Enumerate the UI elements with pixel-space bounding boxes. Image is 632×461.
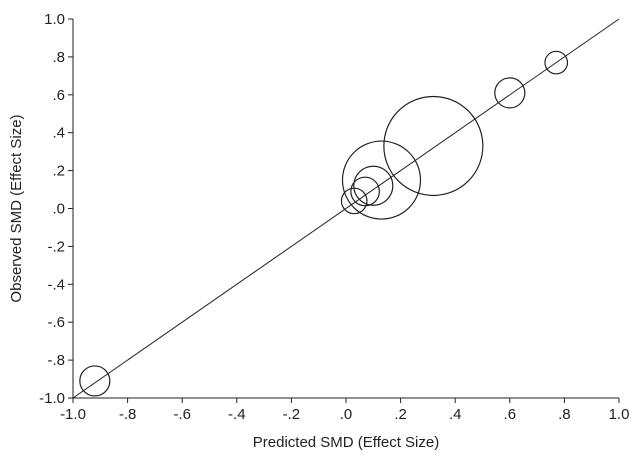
bubble-6 bbox=[494, 77, 526, 109]
y-axis-ticks: 1.0 .8 .6 .4 .2 .0 -.2 -.4 -.6 -.8 -1.0 bbox=[39, 11, 73, 407]
bubble-3 bbox=[353, 165, 394, 206]
x-tick-label-8: .6 bbox=[504, 406, 517, 423]
x-tick-label-4: -.2 bbox=[283, 406, 301, 423]
y-tick-label-8: -.6 bbox=[47, 314, 65, 331]
x-tick-label-7: .4 bbox=[449, 406, 462, 423]
y-tick-label-9: -.8 bbox=[47, 352, 65, 369]
y-tick-label-5: .0 bbox=[52, 201, 65, 218]
y-axis-label: Observed SMD (Effect Size) bbox=[8, 114, 25, 302]
y-tick-label-1: .8 bbox=[52, 49, 65, 66]
x-axis-ticks: -1.0 -.8 -.6 -.4 -.2 .0 .2 .4 .6 .8 1.0 bbox=[60, 398, 629, 423]
y-tick-label-6: -.2 bbox=[47, 238, 65, 255]
x-tick-label-3: -.4 bbox=[228, 406, 246, 423]
bubble-5 bbox=[383, 95, 484, 197]
bubble-4 bbox=[341, 140, 422, 220]
x-tick-label-10: 1.0 bbox=[609, 406, 630, 423]
x-tick-label-5: .0 bbox=[340, 406, 353, 423]
bubble-0 bbox=[79, 365, 111, 397]
y-tick-label-3: .4 bbox=[52, 125, 65, 142]
y-tick-label-0: 1.0 bbox=[44, 11, 65, 28]
x-tick-label-1: -.8 bbox=[119, 406, 137, 423]
bubble-7 bbox=[544, 50, 569, 75]
bubble-2 bbox=[350, 176, 380, 207]
y-tick-label-2: .6 bbox=[52, 87, 65, 104]
x-tick-label-6: .2 bbox=[394, 406, 407, 423]
y-tick-label-7: -.4 bbox=[47, 276, 65, 293]
x-tick-label-2: -.6 bbox=[173, 406, 191, 423]
reference-line bbox=[72, 18, 620, 399]
y-tick-label-4: .2 bbox=[52, 163, 65, 180]
y-tick-label-10: -1.0 bbox=[39, 390, 65, 407]
bubbles bbox=[79, 50, 569, 397]
x-axis-label: Predicted SMD (Effect Size) bbox=[253, 434, 439, 451]
x-tick-label-0: -1.0 bbox=[60, 406, 86, 423]
x-tick-label-9: .8 bbox=[558, 406, 571, 423]
